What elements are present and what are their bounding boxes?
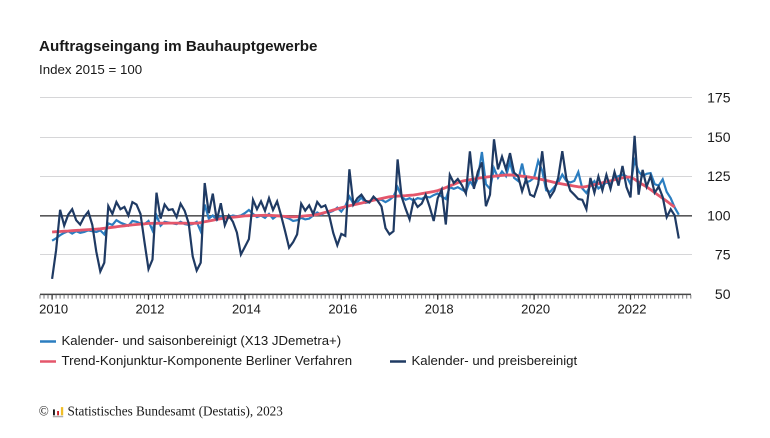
svg-text:150: 150: [707, 129, 731, 145]
svg-text:125: 125: [707, 168, 731, 184]
svg-text:2018: 2018: [425, 302, 454, 317]
svg-text:2012: 2012: [136, 302, 165, 317]
svg-text:100: 100: [707, 208, 731, 224]
svg-text:©: ©: [39, 404, 49, 419]
svg-text:75: 75: [715, 247, 731, 263]
svg-text:50: 50: [715, 286, 731, 302]
svg-text:2010: 2010: [39, 302, 68, 317]
svg-text:Index 2015 = 100: Index 2015 = 100: [39, 62, 142, 77]
svg-text:2020: 2020: [521, 302, 550, 317]
svg-text:175: 175: [707, 90, 731, 106]
svg-text:2014: 2014: [232, 302, 261, 317]
svg-text:Statistisches Bundesamt (Desta: Statistisches Bundesamt (Destatis), 2023: [68, 404, 284, 419]
svg-text:2022: 2022: [618, 302, 647, 317]
svg-text:Auftragseingang im Bauhauptgew: Auftragseingang im Bauhauptgewerbe: [39, 38, 317, 55]
svg-text:Kalender- und saisonbereinigt: Kalender- und saisonbereinigt (X13 JDeme…: [62, 333, 342, 348]
svg-text:Trend-Konjunktur-Komponente Be: Trend-Konjunktur-Komponente Berliner Ver…: [62, 353, 353, 368]
svg-text:Kalender- und preisbereinigt: Kalender- und preisbereinigt: [412, 353, 578, 368]
svg-text:2016: 2016: [328, 302, 357, 317]
